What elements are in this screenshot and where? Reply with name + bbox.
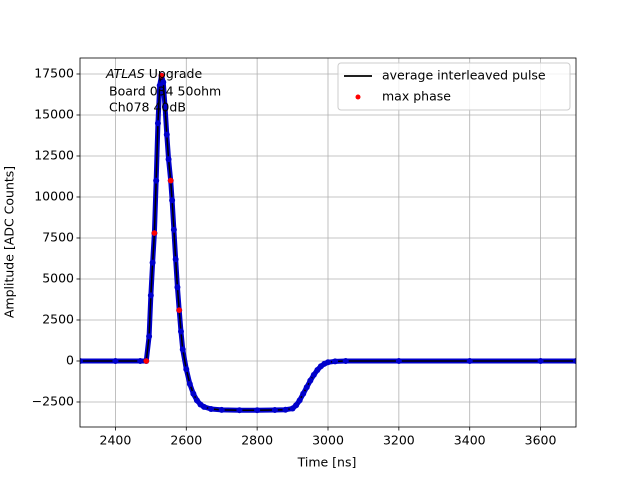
pulse-marker <box>112 357 119 364</box>
pulse-marker <box>282 406 289 413</box>
annotation-text: Upgrade <box>149 66 203 81</box>
pulse-marker <box>146 333 153 340</box>
y-tick-label: 0 <box>66 352 74 367</box>
y-tick-label: 17500 <box>34 65 74 80</box>
x-tick-label: 3000 <box>312 433 344 448</box>
pulse-marker <box>147 292 154 299</box>
legend-label: max phase <box>382 89 451 104</box>
y-tick-label: 2500 <box>42 311 74 326</box>
pulse-marker <box>208 406 215 413</box>
pulse-marker <box>307 377 314 384</box>
max-phase-point <box>151 230 158 236</box>
pulse-marker <box>314 367 321 374</box>
pulse-marker <box>293 402 300 409</box>
y-tick-label: −2500 <box>32 393 74 408</box>
max-phase-point <box>143 358 150 364</box>
pulse-marker <box>163 131 170 138</box>
y-tick-label: 12500 <box>34 147 74 162</box>
x-tick-label: 2600 <box>170 433 202 448</box>
pulse-marker <box>170 226 177 233</box>
max-phase-point <box>158 72 165 79</box>
y-tick-label: 7500 <box>42 229 74 244</box>
pulse-marker <box>573 357 576 364</box>
pulse-marker <box>80 357 83 364</box>
pulse-marker <box>190 390 197 397</box>
pulse-marker <box>466 357 473 364</box>
x-tick-label: 3200 <box>383 433 415 448</box>
pulse-marker <box>303 384 310 391</box>
pulse-marker <box>201 403 207 410</box>
max-phase-point <box>167 177 174 184</box>
pulse-marker <box>179 346 186 353</box>
annotation-italic: ATLAS <box>105 66 145 81</box>
pulse-marker <box>537 357 544 364</box>
legend-marker <box>355 94 361 100</box>
pulse-marker <box>169 197 176 204</box>
pulse-marker <box>174 284 181 291</box>
pulse-marker <box>296 397 303 404</box>
legend-box <box>337 62 571 111</box>
pulse-marker <box>160 79 167 86</box>
y-tick-label: 5000 <box>42 270 74 285</box>
pulse-marker <box>254 407 261 414</box>
pulse-marker <box>154 120 161 127</box>
pulse-marker <box>395 357 402 364</box>
x-axis-label: Time [ns] <box>297 455 357 470</box>
pulse-marker <box>153 177 160 184</box>
x-tick-label: 3400 <box>454 433 486 448</box>
pulse-marker <box>218 406 225 413</box>
annotation-line: Ch078 40dB <box>109 100 186 115</box>
pulse-marker <box>310 371 317 378</box>
annotation-line: Board 034 50ohm <box>109 84 221 99</box>
pulse-marker <box>177 328 184 335</box>
pulse-marker <box>172 256 179 263</box>
pulse-marker <box>137 357 144 364</box>
pulse-marker <box>236 407 243 414</box>
max-phase-point <box>176 307 182 313</box>
pulse-marker <box>149 259 156 266</box>
pulse-marker <box>325 359 331 366</box>
plot-frame <box>79 57 577 428</box>
pulse-marker <box>193 397 200 404</box>
x-tick-label: 3600 <box>525 433 557 448</box>
y-tick-label: 15000 <box>34 106 74 121</box>
y-axis-label: Amplitude [ADC Counts] <box>2 166 17 318</box>
x-tick-label: 2400 <box>100 433 132 448</box>
pulse-marker <box>183 366 190 373</box>
pulse-marker <box>300 390 307 397</box>
plot-area <box>80 72 576 414</box>
pulse-marker <box>165 156 172 163</box>
pulse-marker <box>186 380 193 387</box>
y-tick-label: 10000 <box>34 188 74 203</box>
legend-label: average interleaved pulse <box>382 68 546 83</box>
pulse-marker <box>332 358 339 365</box>
pulse-marker <box>342 357 349 364</box>
annotation: ATLAS Upgrade <box>105 66 202 81</box>
x-tick-label: 2800 <box>241 433 273 448</box>
pulse-marker <box>162 103 169 110</box>
pulse-marker <box>271 407 278 414</box>
